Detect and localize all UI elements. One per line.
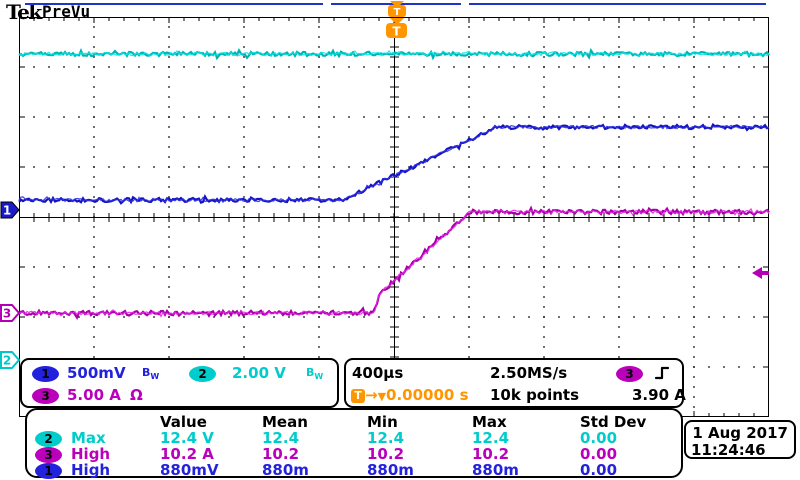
ch3-ground-marker: 3 xyxy=(0,304,21,322)
ch2-badge: 2 xyxy=(35,431,62,447)
trigger-position-readout: T →▼0.00000 s xyxy=(351,386,469,404)
trigger-symbol: T xyxy=(392,25,401,39)
trace-ch1 xyxy=(18,122,770,205)
measurement-mean: 12.4 xyxy=(262,429,300,447)
trace-ch3 xyxy=(18,205,770,321)
ch3-scale: 5.00 A xyxy=(67,386,121,404)
waveform-traces xyxy=(18,47,770,321)
measurement-stddev: 0.00 xyxy=(580,445,618,463)
trigger-source-badge: 3 xyxy=(616,366,643,382)
date-label: 1 Aug 2017 xyxy=(692,424,788,442)
column-header-stddev: Std Dev xyxy=(580,413,647,431)
datetime-box: 1 Aug 2017 11:24:46 xyxy=(684,420,796,459)
column-header-max: Max xyxy=(472,413,507,431)
record-view-trigger-flag: T xyxy=(388,1,406,18)
channel-markers: 1 3 2 xyxy=(0,201,769,369)
trigger-level-value: 3.90 A xyxy=(632,386,686,404)
measurement-name: High xyxy=(71,445,111,463)
trace-ch3 xyxy=(18,207,770,318)
trigger-level-arrow xyxy=(752,267,769,279)
measurement-min: 12.4 xyxy=(367,429,405,447)
record-length: 10k points xyxy=(490,386,580,404)
column-header-min: Min xyxy=(367,413,398,431)
trigger-slope-icon xyxy=(654,365,670,385)
trigger-symbol: T xyxy=(394,7,401,18)
trigger-position-value: 0.00000 s xyxy=(386,386,469,404)
time-label: 11:24:46 xyxy=(691,441,766,459)
measurement-name: Max xyxy=(71,429,106,447)
trigger-symbol-badge: T xyxy=(351,389,365,403)
ch2-bandwidth-icon: BW xyxy=(306,366,324,382)
column-header-mean: Mean xyxy=(262,413,308,431)
measurement-mean: 880m xyxy=(262,461,309,479)
ch3-coupling-icon: Ω xyxy=(130,386,143,404)
measurement-max: 10.2 xyxy=(472,445,510,463)
channel-readout-box: 1 500mV BW 2 2.00 V BW 3 5.00 A Ω xyxy=(20,358,339,408)
measurement-name: High xyxy=(71,461,111,479)
ch1-bandwidth-icon: BW xyxy=(142,366,160,382)
ch2-scale: 2.00 V xyxy=(232,364,286,382)
measurement-min: 880m xyxy=(367,461,414,479)
measurement-max: 880m xyxy=(472,461,519,479)
measurement-mean: 10.2 xyxy=(262,445,300,463)
ch1-badge: 1 xyxy=(32,366,59,382)
ch1-ground-marker: 1 xyxy=(0,201,20,219)
measurement-max: 12.4 xyxy=(472,429,510,447)
horizontal-trigger-box: 400µs 2.50MS/s 3 T →▼0.00000 s 10k points… xyxy=(344,358,686,408)
measurement-min: 10.2 xyxy=(367,445,405,463)
sample-rate: 2.50MS/s xyxy=(490,364,568,382)
trigger-marker-icon: ▼ xyxy=(377,390,387,403)
horizontal-scale: 400µs xyxy=(352,364,404,382)
trigger-point-marker: T xyxy=(386,18,407,39)
measurement-stddev: 0.00 xyxy=(580,429,618,447)
ch1-scale: 500mV xyxy=(67,364,126,382)
svg-text:1: 1 xyxy=(3,204,11,218)
ch3-badge: 3 xyxy=(32,388,59,404)
ch2-badge: 2 xyxy=(189,366,216,382)
measurement-value: 12.4 V xyxy=(160,429,214,447)
arrow-right-icon: → xyxy=(365,386,378,404)
trace-ch2 xyxy=(18,49,770,57)
acquisition-status: PreVu xyxy=(42,2,91,21)
ch2-ground-marker: 2 xyxy=(0,351,21,369)
measurement-value: 880mV xyxy=(160,461,219,479)
svg-text:2: 2 xyxy=(3,354,11,368)
column-header-value: Value xyxy=(160,413,207,431)
measurement-stddev: 0.00 xyxy=(580,461,618,479)
svg-text:3: 3 xyxy=(3,307,11,321)
ch3-badge: 3 xyxy=(35,447,62,463)
trace-ch1 xyxy=(18,124,769,204)
ch1-badge: 1 xyxy=(35,463,62,479)
measurement-value: 10.2 A xyxy=(160,445,214,463)
measurement-table: Value Mean Min Max Std Dev 2 Max 12.4 V … xyxy=(25,408,683,479)
